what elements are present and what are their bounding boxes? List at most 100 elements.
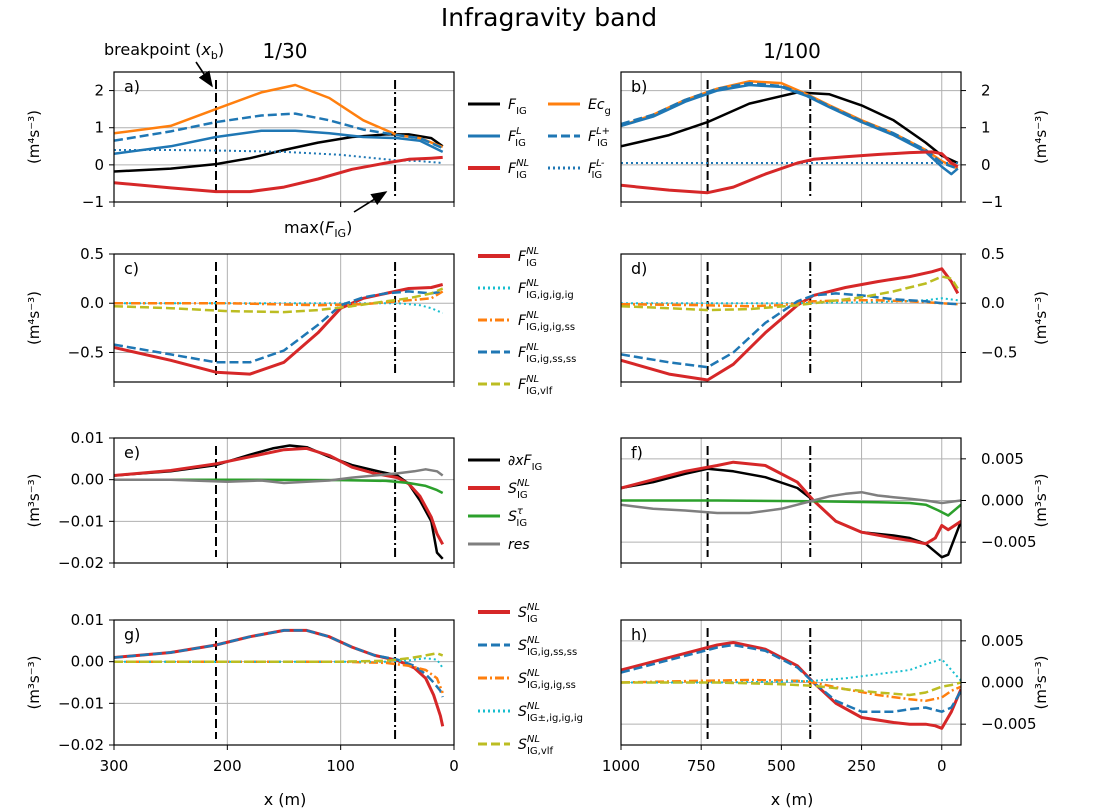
series-line (114, 468, 444, 485)
series-line (114, 446, 445, 546)
series-line (114, 629, 444, 698)
panel-g: −0.02 −0.01 0.00 0.01 300 200 100 0 (m³s⁻³) g) (25, 611, 459, 775)
panel-letter: h) (631, 625, 647, 644)
breakpoint-arrow (195, 61, 213, 88)
series-line (621, 150, 959, 195)
series-line (621, 275, 959, 312)
legend-label: SNL IG±,ig,ig,ig (518, 701, 583, 724)
axes-frame (113, 253, 455, 383)
series-line (621, 643, 961, 713)
series-line (621, 81, 959, 170)
breakpoint-annotation: breakpoint (xb) (104, 40, 224, 62)
series-line (114, 628, 445, 727)
left-column-title: 1/30 (263, 39, 308, 63)
y-tick-label: 2 (94, 82, 104, 100)
series-line (114, 652, 444, 663)
right-column-title: 1/100 (763, 39, 821, 63)
series-line (621, 460, 961, 546)
y-tick-label: −0.02 (58, 736, 104, 754)
y-tick-label: −0.01 (58, 512, 104, 530)
y-tick-label: 0.5 (80, 245, 104, 263)
legend-label: FNL IG,ig,ig,ig (518, 278, 574, 301)
panel-h: −0.005 0.000 0.005 1000 750 500 250 0 (m³s⁻³) h) (602, 619, 1050, 775)
panel-letter: c) (124, 259, 139, 278)
legend-label: FNL IG,vlf (518, 374, 553, 397)
annotations-group: breakpoint (xb) max(FIG) (104, 40, 388, 240)
y-tick-label: 0.005 (981, 632, 1024, 650)
y-axis-label: (m³s⁻³) (25, 473, 43, 527)
y-axis-label: (m⁴s⁻³) (1032, 110, 1050, 164)
y-axis-label: (m³s⁻³) (1032, 473, 1050, 527)
axes-frame (113, 619, 455, 746)
y-tick-label: −0.01 (58, 694, 104, 712)
y-tick-label: 0.00 (71, 653, 104, 671)
left-x-axis-label: x (m) (264, 790, 307, 809)
series-line (114, 129, 444, 155)
series-line (621, 681, 961, 697)
y-tick-label: 1 (981, 119, 991, 137)
y-tick-label: −0.005 (981, 715, 1037, 733)
series-line (621, 297, 958, 305)
series-line (114, 287, 444, 314)
max-annotation: max(FIG) (284, 218, 352, 240)
x-tick-label: 1000 (602, 757, 640, 775)
panel-c: −0.5 0.0 0.5 (m⁴s⁻³) c) (25, 245, 455, 387)
panel-letter: g) (124, 625, 140, 644)
y-tick-label: 0.00 (71, 471, 104, 489)
y-tick-label: 1 (94, 119, 104, 137)
y-tick-label: −0.5 (981, 343, 1017, 361)
y-tick-label: 0 (94, 156, 104, 174)
y-tick-label: 0.005 (981, 450, 1024, 468)
panel-letter: a) (124, 77, 140, 96)
figure-title: Infragravity band (441, 3, 657, 32)
legend-label: FNL IG (518, 246, 539, 269)
y-tick-label: −1 (82, 193, 104, 211)
legend-label: Ecg (588, 97, 611, 117)
series-line (114, 133, 444, 173)
legend-label: FL+ IG (588, 126, 610, 149)
series-line (114, 283, 444, 376)
y-tick-label: −0.5 (68, 343, 104, 361)
right-x-axis-label: x (m) (771, 790, 814, 809)
y-tick-label: 0.01 (71, 611, 104, 629)
y-axis-label: (m⁴s⁻³) (25, 291, 43, 345)
legend-label: SNL IG (508, 478, 530, 501)
series-line (621, 83, 959, 176)
legend-label: FIG (508, 97, 527, 117)
legend-label: ∂xFIG (508, 453, 542, 473)
y-tick-label: 0.0 (80, 294, 104, 312)
x-tick-label: 250 (847, 757, 876, 775)
legend-1: FNL IG FNL IG,ig,ig,ig FNL IG,ig,ig,ss FNL IG,i… (478, 246, 576, 397)
legend-label: FNL IG,ig,ss,ss (518, 342, 576, 365)
y-tick-label: 0.5 (981, 245, 1005, 263)
axes-frame (113, 71, 455, 203)
panel-e: −0.02 −0.01 0.00 0.01 (m³s⁻³) e) (25, 429, 455, 572)
series-line (621, 91, 959, 165)
legend-label: SNL IG (518, 602, 540, 625)
panel-letter: b) (631, 77, 647, 96)
legend-label: FL-IG (588, 158, 605, 181)
y-tick-label: 0.0 (981, 294, 1005, 312)
x-tick-label: 500 (767, 757, 796, 775)
axes-frame (620, 253, 962, 383)
legend-label: SNL IG,ig,ig,ss (518, 668, 576, 691)
axes-frame (113, 437, 455, 564)
series-line (621, 267, 960, 382)
panel-letter: d) (631, 259, 647, 278)
y-tick-label: −1 (981, 193, 1003, 211)
series-line (621, 641, 961, 730)
series-line (114, 155, 443, 194)
y-tick-label: 0.000 (981, 492, 1024, 510)
y-tick-label: −0.02 (58, 554, 104, 572)
y-axis-label: (m⁴s⁻³) (25, 110, 43, 164)
series-line (621, 499, 961, 517)
legend-label: FNL IG (508, 158, 529, 181)
series-line (114, 478, 444, 495)
panel-b: −1 0 1 2 (m⁴s⁻³) b) (620, 71, 1050, 211)
panel-f: −0.005 0.000 0.005 (m³s⁻³) f) (620, 437, 1050, 568)
panel-a: −1 0 1 2 (m⁴s⁻³) a) (25, 71, 455, 211)
axes-frame (620, 71, 962, 203)
series-line (114, 149, 443, 164)
y-tick-label: 0 (981, 156, 991, 174)
